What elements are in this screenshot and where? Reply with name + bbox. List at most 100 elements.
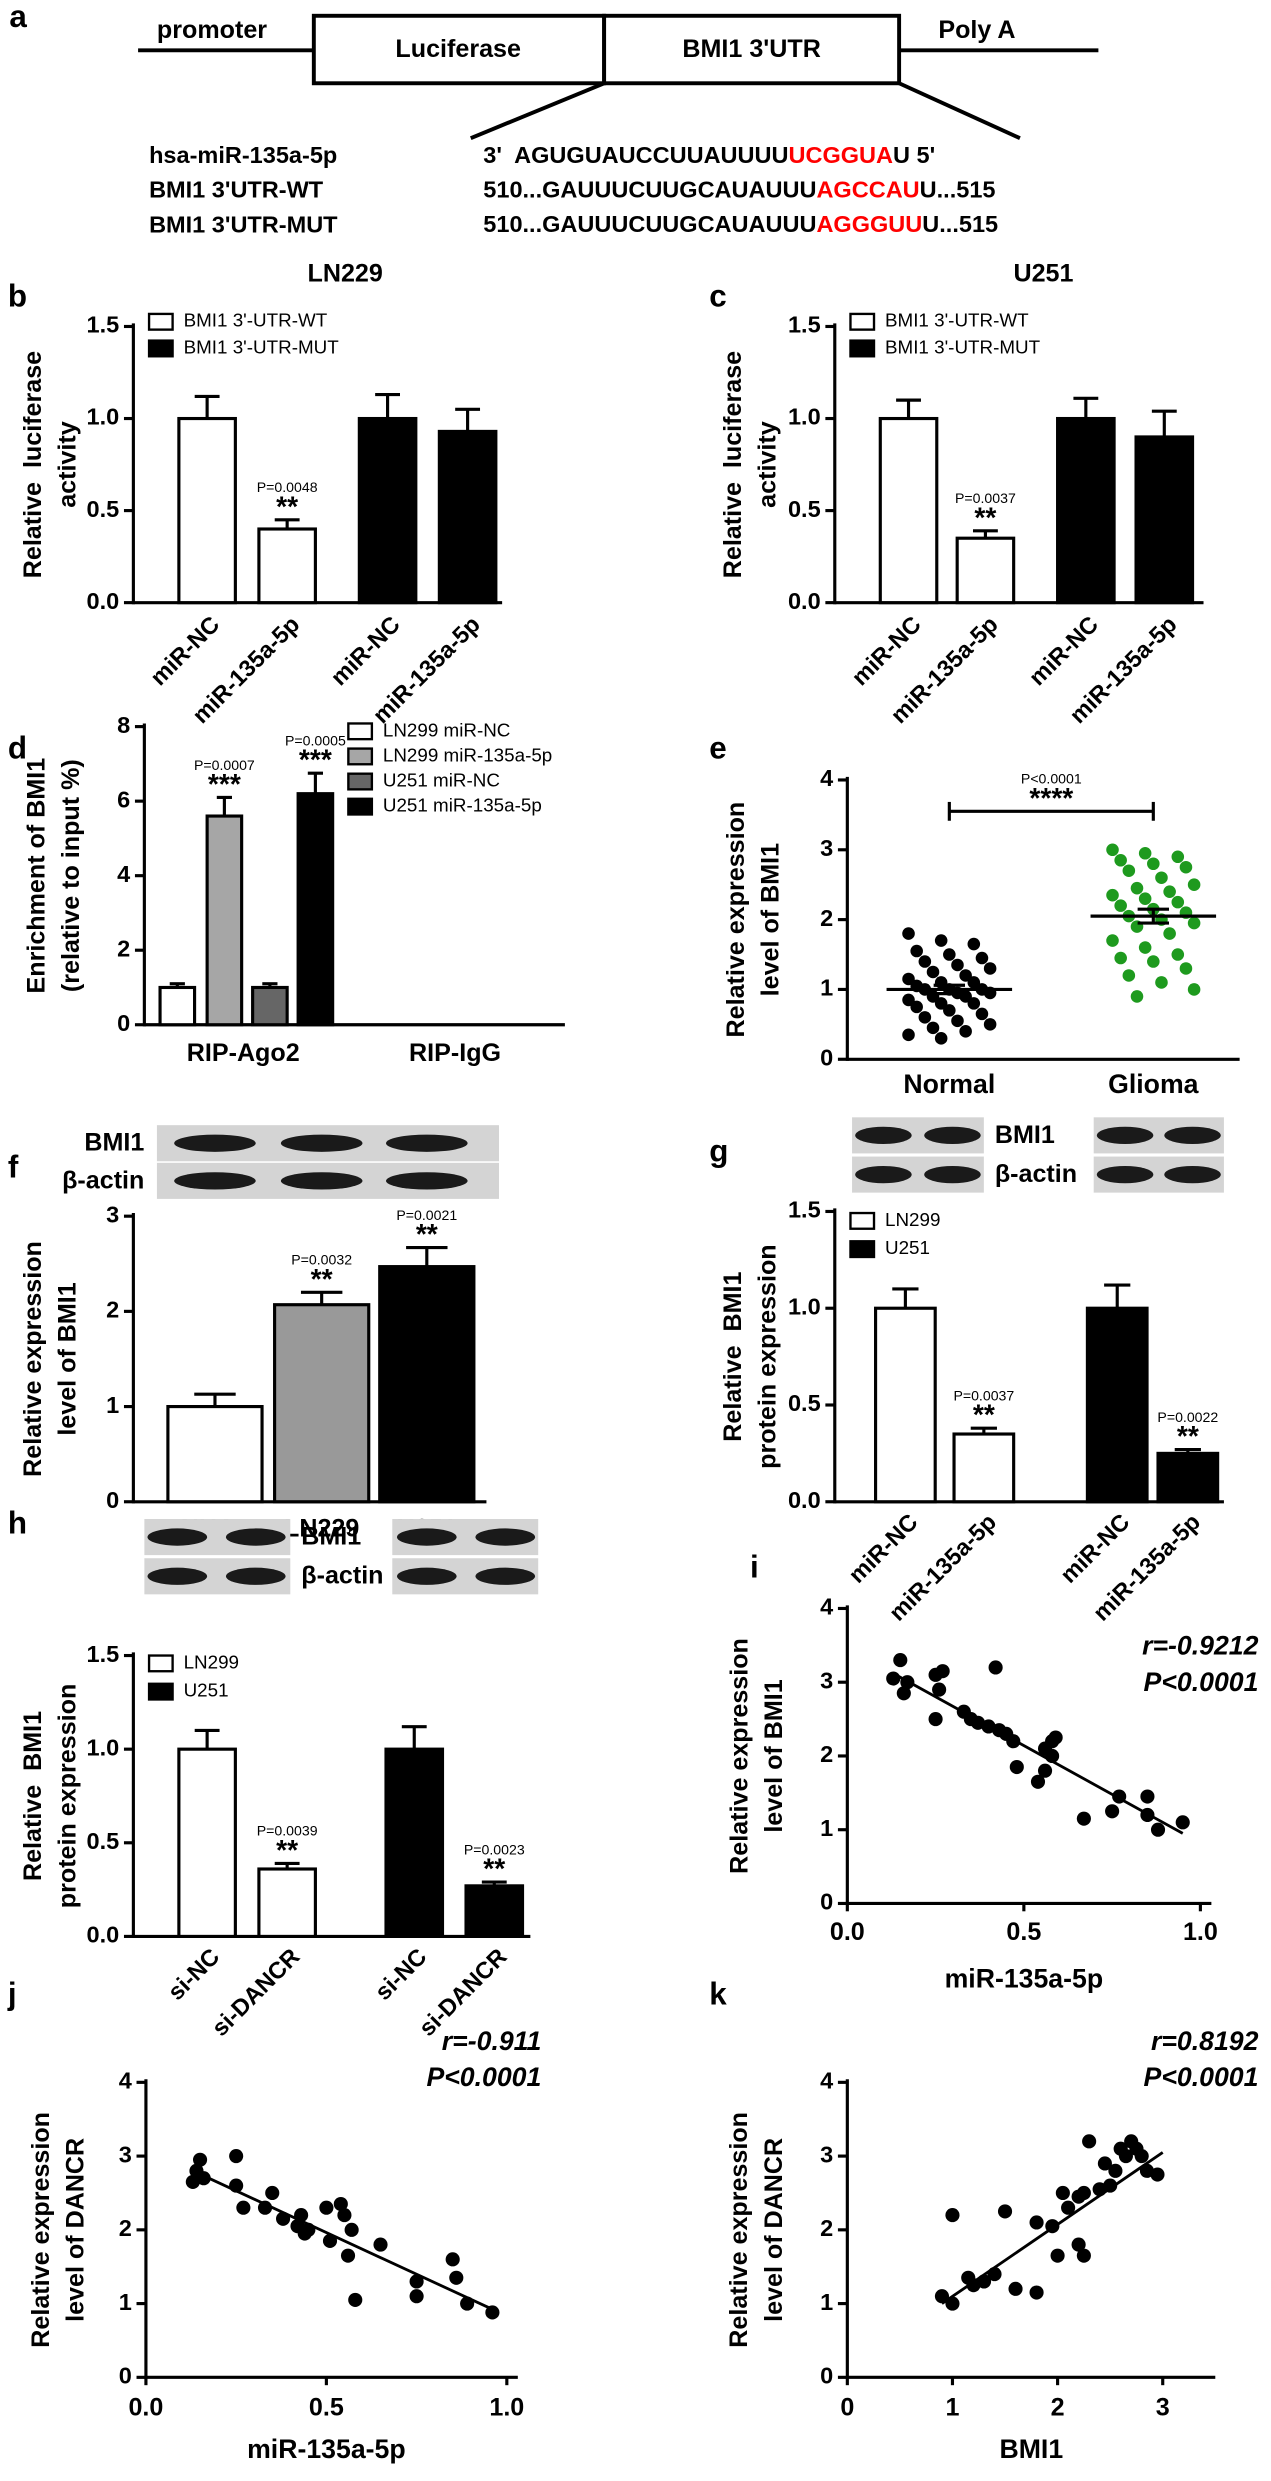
significance-stars: ** <box>1177 1420 1199 1452</box>
data-point <box>893 1653 908 1668</box>
bar <box>952 1432 1016 1504</box>
data-point <box>319 2200 334 2215</box>
y-tick-label: 4 <box>820 765 833 791</box>
y-axis-label: activity <box>754 421 782 508</box>
y-tick-label: 2 <box>117 935 130 961</box>
data-point <box>1130 990 1144 1003</box>
data-point <box>1147 857 1160 871</box>
significance-stars: ** <box>483 1853 505 1885</box>
x-tick-label: 0.0 <box>128 2393 163 2421</box>
y-tick-label: 0 <box>820 1889 833 1915</box>
data-point <box>409 2274 424 2289</box>
data-point <box>1140 1789 1155 1804</box>
bar <box>257 527 317 605</box>
sequence-name: BMI1 3'UTR-MUT <box>149 211 338 237</box>
x-tick-label: 1 <box>945 2393 959 2421</box>
y-tick-label: 0.0 <box>788 1487 821 1513</box>
data-point <box>229 2149 244 2164</box>
p-value: P=0.0021 <box>396 1207 457 1223</box>
y-axis-label: protein expression <box>754 1244 782 1469</box>
legend-swatch <box>849 1240 876 1259</box>
x-tick-label: LN229 <box>284 1515 359 1543</box>
y-tick-label: 0.5 <box>87 496 120 522</box>
x-tick-label: miR-NC <box>847 611 926 690</box>
data-point <box>1055 2185 1070 2201</box>
sequence: 510...GAUUUCUUGCAUAUUUAGCCAUU...515 <box>483 177 995 203</box>
data-point <box>1150 1822 1166 1837</box>
p-value: P=0.0039 <box>257 1823 318 1839</box>
legend-label: U251 miR-NC <box>383 769 500 790</box>
legend-swatch <box>347 747 374 766</box>
y-axis-label: Enrichment of BMI1 <box>22 758 50 994</box>
bar <box>158 985 197 1027</box>
significance-stars: **** <box>1029 782 1073 814</box>
data-point <box>1105 1804 1120 1819</box>
x-tick-label: 3 <box>1156 2393 1170 2421</box>
y-tick-label: 2 <box>820 905 833 931</box>
box-label: Luciferase <box>395 35 521 63</box>
data-point <box>1163 927 1176 940</box>
data-point <box>1171 895 1185 909</box>
y-tick-label: 1 <box>119 2289 132 2315</box>
blot-label: BMI1 <box>301 1522 361 1550</box>
bar <box>437 429 498 605</box>
data-point <box>967 976 981 989</box>
y-tick-label: 1 <box>106 1392 119 1418</box>
data-point <box>1134 2149 1149 2164</box>
data-point <box>1030 1774 1046 1789</box>
data-point <box>1122 969 1136 982</box>
data-point <box>1171 850 1185 864</box>
data-point <box>265 2185 280 2201</box>
data-point <box>1187 878 1201 891</box>
data-point <box>236 2200 251 2215</box>
y-tick-label: 0 <box>820 2363 833 2389</box>
significance-stars: *** <box>299 744 332 776</box>
x-tick-label: si-NC <box>370 1943 432 2005</box>
data-point <box>902 972 915 986</box>
data-point <box>1155 976 1168 989</box>
bar <box>166 1404 264 1504</box>
data-point <box>1138 941 1152 954</box>
data-point <box>1071 2237 1086 2252</box>
significance-stars: ** <box>973 1399 995 1431</box>
data-point <box>1138 846 1152 860</box>
x-tick-label: miR-NC <box>145 611 224 690</box>
y-axis-label: level of DANCR <box>62 2138 90 2322</box>
bar <box>357 416 418 605</box>
data-point <box>1029 2285 1044 2300</box>
bar <box>464 1884 525 1938</box>
data-point <box>1114 899 1127 912</box>
data-point <box>943 1004 956 1017</box>
blot-band <box>396 1528 457 1546</box>
y-tick-label: 1 <box>820 1815 833 1841</box>
sequence-part: U...515 <box>920 177 996 203</box>
x-tick-label: Normal <box>903 1069 995 1099</box>
bar <box>1085 1306 1149 1504</box>
panel-letter: e <box>709 730 726 765</box>
y-tick-label: 6 <box>117 786 130 812</box>
correlation: r=0.8192 <box>1151 2026 1259 2056</box>
blot-band <box>386 1172 468 1190</box>
y-axis-label: Relative luciferase <box>19 351 47 578</box>
panel-letter: h <box>8 1506 27 1541</box>
data-point <box>1155 871 1168 884</box>
y-tick-label: 2 <box>106 1297 119 1323</box>
y-tick-label: 1.0 <box>788 404 821 430</box>
polya-label: Poly A <box>938 16 1015 44</box>
legend-swatch <box>147 1654 174 1673</box>
legend-label: U251 <box>885 1237 930 1258</box>
y-tick-label: 0 <box>106 1487 119 1513</box>
data-point <box>1179 860 1193 874</box>
y-tick-label: 3 <box>119 2141 132 2167</box>
data-point <box>449 2270 464 2285</box>
data-point <box>951 1014 964 1028</box>
y-tick-label: 1.5 <box>788 312 821 338</box>
data-point <box>257 2200 273 2215</box>
panel-letter: b <box>8 279 27 314</box>
data-point <box>926 1021 940 1035</box>
legend-swatch <box>849 339 876 358</box>
data-point <box>943 948 956 961</box>
data-point <box>932 1682 947 1697</box>
sequence-part: 510...GAUUUCUUGCAUAUUU <box>483 211 816 237</box>
